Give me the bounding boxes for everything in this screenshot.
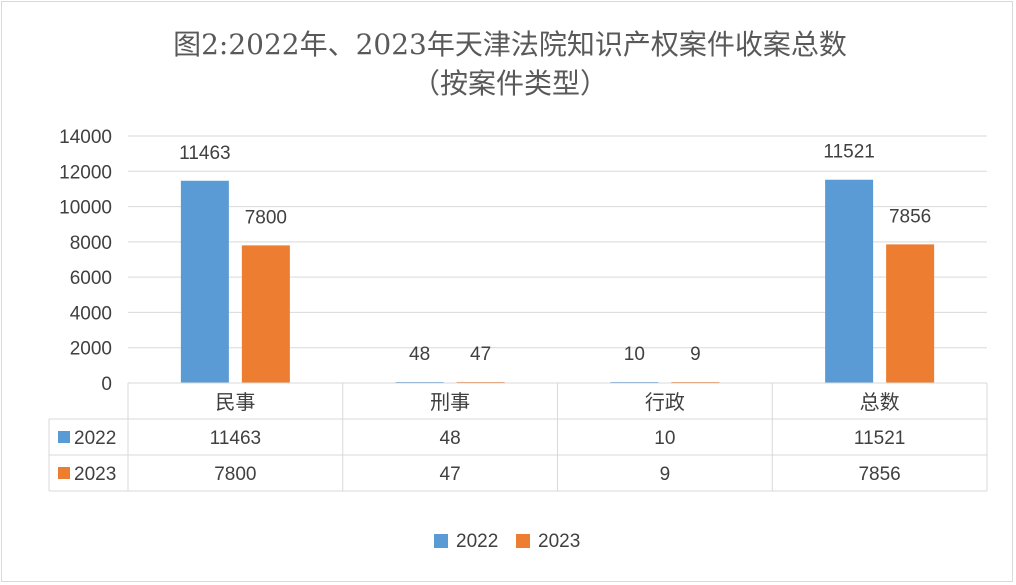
- table-cell: 47: [440, 464, 461, 485]
- category-label: 行政: [645, 390, 685, 414]
- y-axis-ticks: 0 2000 4000 6000 8000 10000 12000 14000: [59, 127, 112, 395]
- category-label: 民事: [215, 390, 255, 414]
- y-tick-label: 14000: [59, 127, 112, 148]
- table-cell: 11521: [854, 428, 905, 449]
- legend: 2022 2023: [434, 531, 580, 552]
- y-tick-label: 4000: [70, 303, 112, 324]
- data-label: 11463: [179, 143, 230, 164]
- table-cell: 10: [654, 428, 675, 449]
- data-label: 47: [470, 344, 491, 365]
- data-label: 11521: [823, 142, 874, 163]
- legend-key-2022: [434, 534, 448, 548]
- category-label: 刑事: [430, 390, 470, 414]
- table-cell: 7800: [214, 464, 256, 485]
- chart-title: 图2:2022年、2023年天津法院知识产权案件收案总数: [173, 28, 847, 61]
- table-series-name: 2023: [74, 464, 116, 485]
- table-cell: 9: [660, 464, 671, 485]
- y-tick-label: 6000: [70, 268, 112, 289]
- data-label: 7856: [889, 206, 931, 227]
- data-label: 10: [624, 344, 645, 365]
- category-label: 总数: [860, 390, 900, 414]
- table-series-name: 2022: [74, 428, 116, 449]
- table-cell: 48: [440, 428, 461, 449]
- table-legend-key: [58, 431, 70, 443]
- bar-2022-3: [825, 179, 874, 383]
- data-label: 7800: [245, 207, 287, 228]
- data-label: 9: [690, 344, 701, 365]
- legend-key-2023: [516, 534, 530, 548]
- bar-2023-3: [886, 244, 935, 383]
- chart-subtitle: （按案件类型）: [412, 67, 608, 100]
- bars: [180, 179, 935, 383]
- y-tick-label: 2000: [70, 339, 112, 360]
- data-label: 48: [409, 344, 430, 365]
- legend-label: 2022: [456, 531, 498, 552]
- table-cell: 7856: [858, 464, 900, 485]
- y-tick-label: 8000: [70, 233, 112, 254]
- y-tick-label: 10000: [59, 198, 112, 219]
- y-tick-label: 0: [101, 374, 112, 395]
- data-table: 民事 刑事 行政 总数 2022 11463 48 10 11521 2023 7800 47 9 785…: [48, 382, 988, 492]
- bar-2022-0: [180, 180, 229, 383]
- bar-2023-0: [241, 245, 290, 383]
- table-cell: 11463: [210, 428, 261, 449]
- y-tick-label: 12000: [59, 162, 112, 183]
- data-labels: 11463 7800 48 47 10 9 11521 7856: [179, 142, 931, 365]
- legend-label: 2023: [538, 531, 580, 552]
- table-legend-key: [58, 467, 70, 479]
